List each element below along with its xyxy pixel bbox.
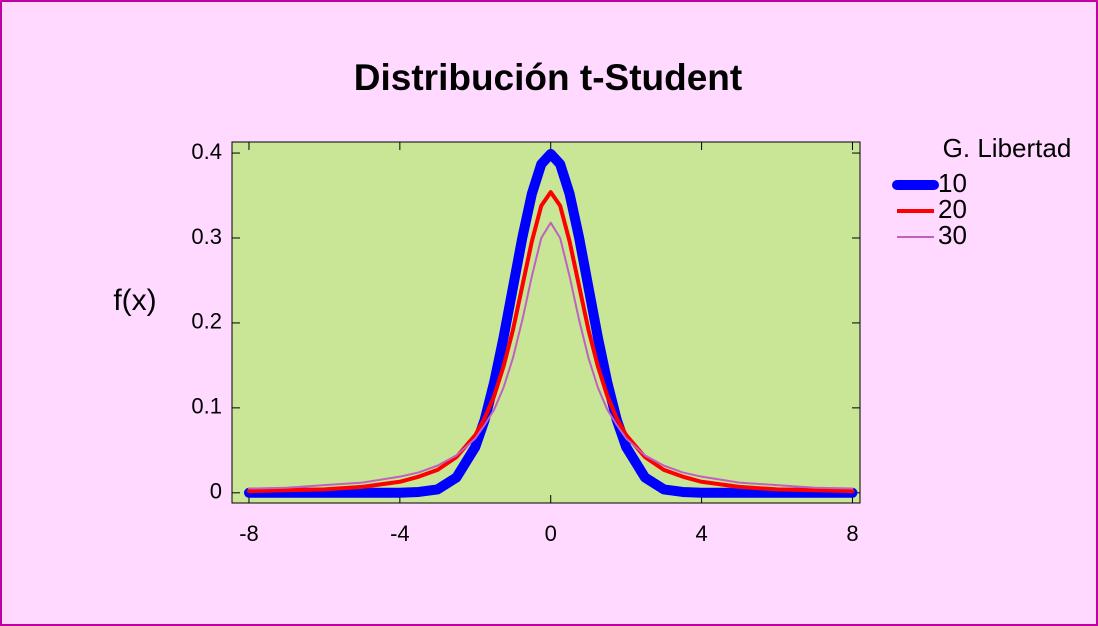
legend-label: 10 (938, 168, 967, 198)
x-tick-label: 4 (695, 521, 707, 546)
y-tick-label: 0.3 (191, 224, 222, 249)
legend-label: 20 (938, 194, 967, 224)
x-tick-label: -8 (239, 521, 259, 546)
y-tick-label: 0 (210, 479, 222, 504)
y-axis-label: f(x) (113, 284, 156, 317)
legend-label: 30 (938, 220, 967, 250)
y-tick-label: 0.1 (191, 394, 222, 419)
y-tick-label: 0.4 (191, 139, 222, 164)
line-series (247, 221, 854, 490)
x-tick-label: 0 (545, 521, 557, 546)
y-tick-label: 0.2 (191, 309, 222, 334)
line-series (246, 190, 855, 494)
line-series (243, 148, 858, 498)
x-tick-label: 8 (846, 521, 858, 546)
legend-title: G. Libertad (943, 133, 1072, 163)
x-tick-label: -4 (390, 521, 410, 546)
chart-title: Distribución t-Student (354, 57, 742, 98)
